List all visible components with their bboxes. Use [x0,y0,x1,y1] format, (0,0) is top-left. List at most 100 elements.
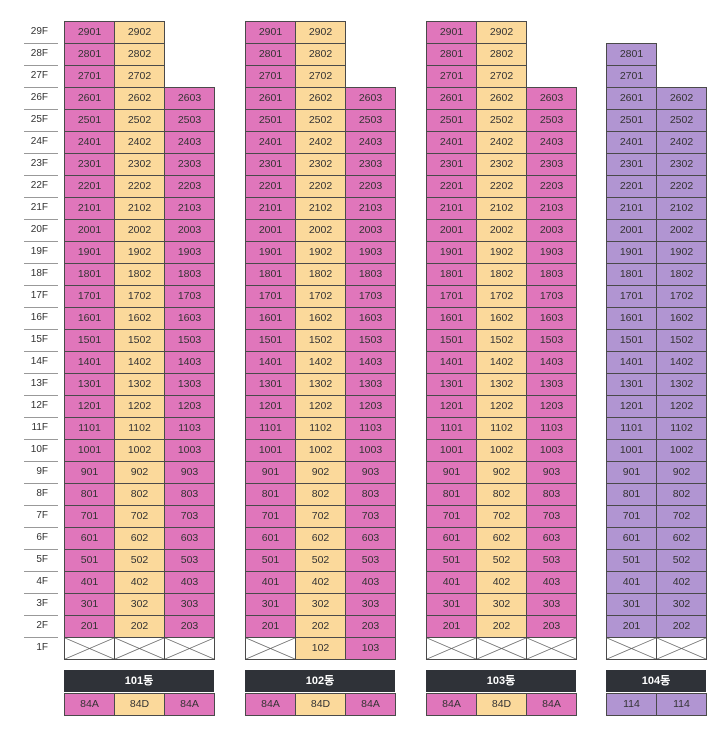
empty-unit-cell [656,637,707,660]
unit-cell: 2801 [426,43,477,66]
unit-cell: 1102 [656,417,707,440]
unit-cell: 1703 [164,285,215,308]
unit-cell: 1102 [476,417,527,440]
unit-cell: 2103 [526,197,577,220]
unit-cell: 701 [426,505,477,528]
unit-cell: 102 [295,637,346,660]
unit-cell: 2002 [476,219,527,242]
floor-label: 16F [30,312,48,323]
building-header: 104동 [606,670,706,692]
unit-cell: 2501 [606,109,657,132]
unit-cell: 2201 [426,175,477,198]
empty-unit-cell [476,637,527,660]
unit-cell: 401 [64,571,115,594]
unit-cell: 1901 [64,241,115,264]
unit-cell: 2402 [114,131,165,154]
unit-cell: 1402 [295,351,346,374]
unit-cell: 2503 [345,109,396,132]
unit-cell: 303 [526,593,577,616]
unit-type-label: 84A [426,693,477,716]
unit-type-label: 84A [345,693,396,716]
floor-label: 9F [36,466,48,477]
unit-cell: 402 [114,571,165,594]
unit-cell: 203 [345,615,396,638]
unit-cell: 2002 [114,219,165,242]
unit-cell: 803 [345,483,396,506]
unit-cell: 603 [345,527,396,550]
unit-type-label: 84A [164,693,215,716]
unit-cell: 2301 [245,153,296,176]
unit-cell: 1703 [345,285,396,308]
floor-divider [24,65,58,66]
unit-cell: 903 [164,461,215,484]
unit-cell: 2602 [114,87,165,110]
floor-label: 14F [30,356,48,367]
unit-cell: 1201 [64,395,115,418]
unit-cell: 2602 [656,87,707,110]
unit-cell: 201 [426,615,477,638]
unit-cell: 2902 [476,21,527,44]
unit-cell: 1702 [114,285,165,308]
cross-hatch-icon [65,638,114,659]
unit-cell: 2702 [476,65,527,88]
unit-type-label: 84A [245,693,296,716]
unit-cell: 2201 [245,175,296,198]
unit-cell: 2403 [526,131,577,154]
floor-divider [24,549,58,550]
unit-cell: 2302 [476,153,527,176]
floor-divider [24,417,58,418]
unit-cell: 2501 [426,109,477,132]
unit-cell: 1601 [606,307,657,330]
unit-cell: 1701 [245,285,296,308]
unit-cell: 602 [476,527,527,550]
unit-cell: 2901 [245,21,296,44]
floor-label: 10F [30,444,48,455]
unit-cell: 703 [345,505,396,528]
unit-cell: 2202 [656,175,707,198]
unit-type-label: 114 [656,693,707,716]
unit-cell: 2403 [345,131,396,154]
floor-divider [24,153,58,154]
unit-cell: 202 [656,615,707,638]
unit-cell: 701 [245,505,296,528]
unit-cell: 1601 [245,307,296,330]
unit-cell: 2502 [295,109,346,132]
unit-cell: 402 [476,571,527,594]
unit-cell: 1602 [114,307,165,330]
empty-unit-cell [526,637,577,660]
floor-label: 8F [36,488,48,499]
unit-cell: 1202 [476,395,527,418]
unit-cell: 1502 [114,329,165,352]
unit-cell: 1101 [64,417,115,440]
unit-cell: 2401 [426,131,477,154]
unit-cell: 2301 [64,153,115,176]
unit-cell: 501 [606,549,657,572]
floor-divider [24,527,58,528]
unit-cell: 1903 [345,241,396,264]
unit-cell: 902 [114,461,165,484]
unit-cell: 1503 [526,329,577,352]
floor-divider [24,637,58,638]
unit-cell: 1103 [345,417,396,440]
floor-divider [24,175,58,176]
unit-type-label: 84A [526,693,577,716]
unit-cell: 1502 [295,329,346,352]
unit-cell: 1901 [426,241,477,264]
cross-hatch-icon [477,638,526,659]
unit-cell: 2102 [656,197,707,220]
unit-cell: 1802 [114,263,165,286]
unit-cell: 801 [426,483,477,506]
unit-cell: 302 [656,593,707,616]
floor-label: 24F [30,136,48,147]
unit-cell: 2601 [245,87,296,110]
unit-cell: 1203 [526,395,577,418]
unit-cell: 1403 [345,351,396,374]
unit-cell: 2102 [295,197,346,220]
unit-cell: 2101 [606,197,657,220]
unit-cell: 1202 [656,395,707,418]
unit-cell: 601 [606,527,657,550]
unit-cell: 1503 [345,329,396,352]
unit-cell: 303 [345,593,396,616]
unit-cell: 2201 [64,175,115,198]
floor-divider [24,263,58,264]
